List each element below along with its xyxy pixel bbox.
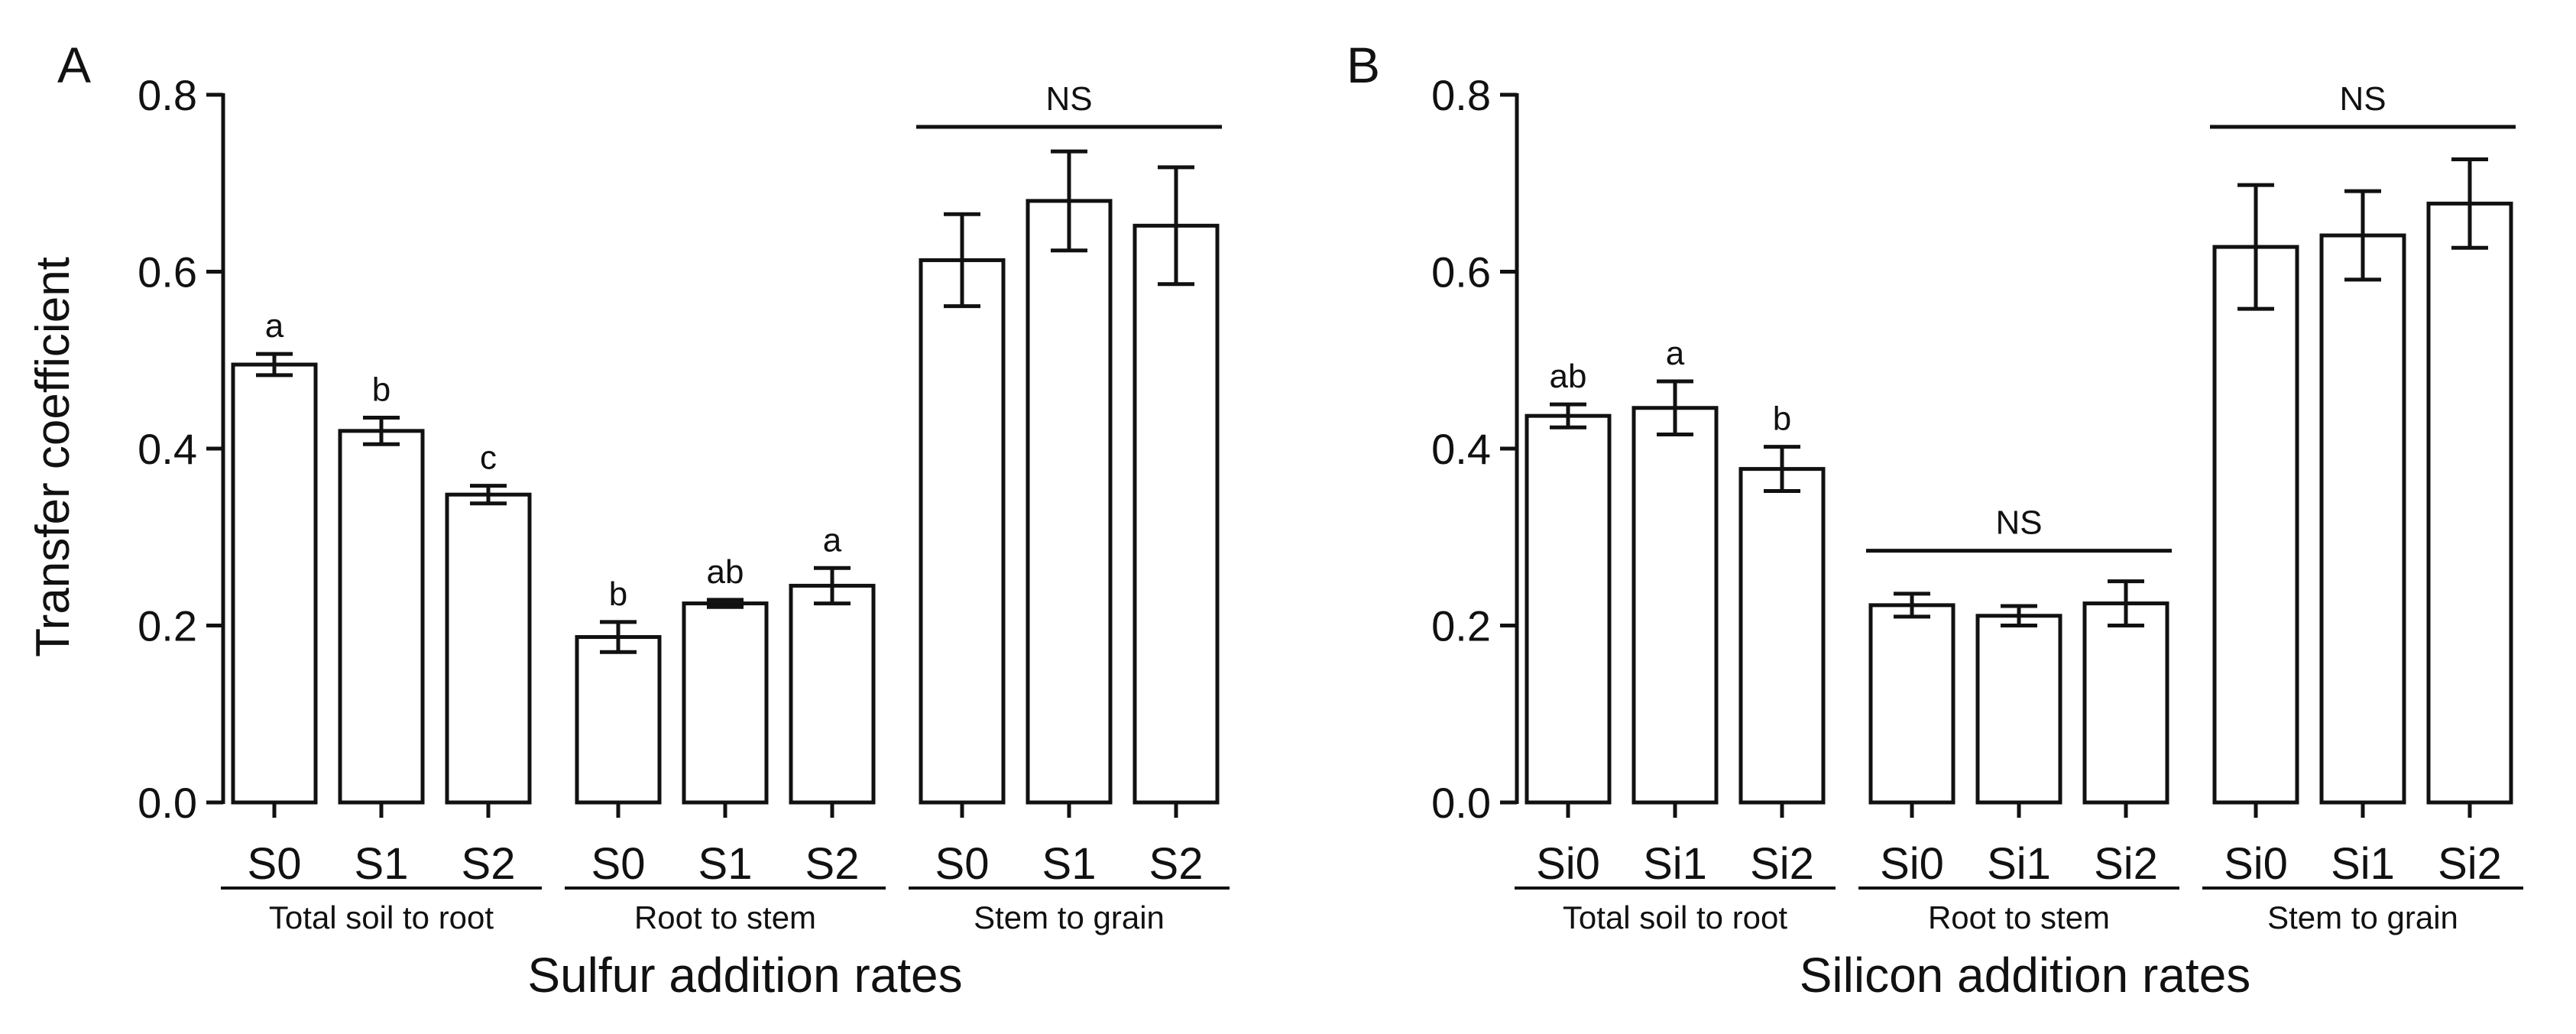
panel-a-y-tick-label: 0.6	[138, 248, 197, 297]
panel-b-category-label: Si2	[2094, 839, 2158, 889]
panel-a-category-label: S1	[698, 839, 753, 889]
panel-a-category-label: S0	[591, 839, 646, 889]
panel-a-category-label: S2	[805, 839, 860, 889]
panel-b-significance-letter: ab	[1550, 358, 1587, 395]
panel-b-category-label: Si0	[1880, 839, 1944, 889]
panel-b-bar	[2212, 245, 2299, 805]
panel-b-category-label: Si0	[2224, 839, 2288, 889]
panel-a-significance-letter: b	[372, 371, 390, 408]
panel-a-category-label: S0	[935, 839, 990, 889]
panel-b-category-label: Si1	[2331, 839, 2395, 889]
panel-a-y-tick-label: 0.4	[138, 425, 197, 473]
panel-a-y-tick-label: 0.2	[138, 602, 197, 650]
panel-a-bar	[1026, 199, 1113, 805]
panel-a-bar	[338, 429, 425, 805]
panel-b-ns-label: NS	[1995, 504, 2042, 542]
panel-b-category-label: Si1	[1643, 839, 1707, 889]
panel-a-y-axis-label: Transfer coefficient	[27, 257, 79, 657]
panel-b-y-tick-label: 0.6	[1431, 248, 1491, 297]
panel-b-ns-label: NS	[2339, 80, 2386, 118]
panel-b-category-label: Si2	[1750, 839, 1814, 889]
panel-a-significance-letter: ab	[707, 553, 744, 591]
panel-a-x-axis-label: Sulfur addition rates	[527, 948, 962, 1003]
panel-a-significance-letter: b	[609, 575, 627, 613]
panel-b-y-tick-label: 0.4	[1431, 425, 1491, 473]
panel-a-group-label: Stem to grain	[974, 899, 1165, 935]
panel-b-bar	[2426, 201, 2513, 805]
panel-b-y-tick-label: 0.0	[1431, 779, 1491, 827]
panel-b-bar	[2082, 601, 2169, 805]
panel-a-bar	[575, 635, 662, 805]
panel-a-category-label: S1	[1042, 839, 1097, 889]
panel-b-significance-letter: b	[1773, 400, 1791, 438]
panel-a-significance-letter: a	[265, 307, 284, 345]
panel-b: B Silicon addition rates 0.0 0.2 0.4 0.6 0.8…	[1346, 37, 2523, 1003]
panel-b-y-tick-label: 0.8	[1431, 71, 1491, 119]
panel-a-significance-letter: c	[480, 439, 497, 477]
panel-a-category-label: S2	[462, 839, 516, 889]
panel-b-bar	[2319, 233, 2406, 805]
panel-a: A Transfer coefficient Sulfur addition r…	[27, 37, 1230, 1003]
panel-a-bar	[1132, 223, 1220, 805]
panel-a-significance-letter: a	[823, 521, 842, 559]
panel-a-bar	[919, 258, 1006, 805]
panel-a-y-tick-label: 0.0	[138, 779, 197, 827]
panel-b-bar	[1738, 467, 1826, 805]
panel-b-y-tick-label: 0.2	[1431, 602, 1491, 650]
panel-b-group-label: Root to stem	[1928, 899, 2110, 935]
panel-b-category-label: Si1	[1987, 839, 2051, 889]
panel-a-bar	[445, 492, 532, 805]
panel-a-category-label: S1	[355, 839, 409, 889]
panel-a-ns-label: NS	[1045, 80, 1092, 118]
panel-a-plot-area: 0.0 0.2 0.4 0.6 0.8 a S0 b S1 c S2 Total soil to ro…	[138, 71, 1230, 935]
panel-b-category-label: Si0	[1536, 839, 1600, 889]
panel-a-y-tick-label: 0.8	[138, 71, 197, 119]
panel-b-plot-area: 0.0 0.2 0.4 0.6 0.8 ab Si0 a Si1 b Si2 Total soil t…	[1431, 71, 2523, 935]
panel-b-bar	[1525, 413, 1612, 805]
panel-b-category-label: Si2	[2438, 839, 2502, 889]
panel-b-group-label: Stem to grain	[2267, 899, 2458, 935]
panel-b-bar	[1631, 406, 1719, 805]
panel-b-bar	[1868, 603, 1955, 805]
panel-a-label: A	[57, 37, 91, 93]
panel-b-group-label: Total soil to root	[1563, 899, 1787, 935]
panel-a-bar	[789, 583, 876, 805]
panel-a-category-label: S2	[1149, 839, 1204, 889]
panel-b-x-axis-label: Silicon addition rates	[1800, 948, 2251, 1003]
panel-a-group-label: Root to stem	[634, 899, 816, 935]
panel-b-label: B	[1346, 37, 1380, 93]
panel-a-group-label: Total soil to root	[269, 899, 494, 935]
panel-b-bar	[1975, 614, 2062, 805]
panel-a-category-label: S0	[248, 839, 302, 889]
panel-b-significance-letter: a	[1666, 335, 1685, 372]
panel-a-bar	[231, 362, 318, 805]
panel-a-bar	[682, 601, 769, 805]
